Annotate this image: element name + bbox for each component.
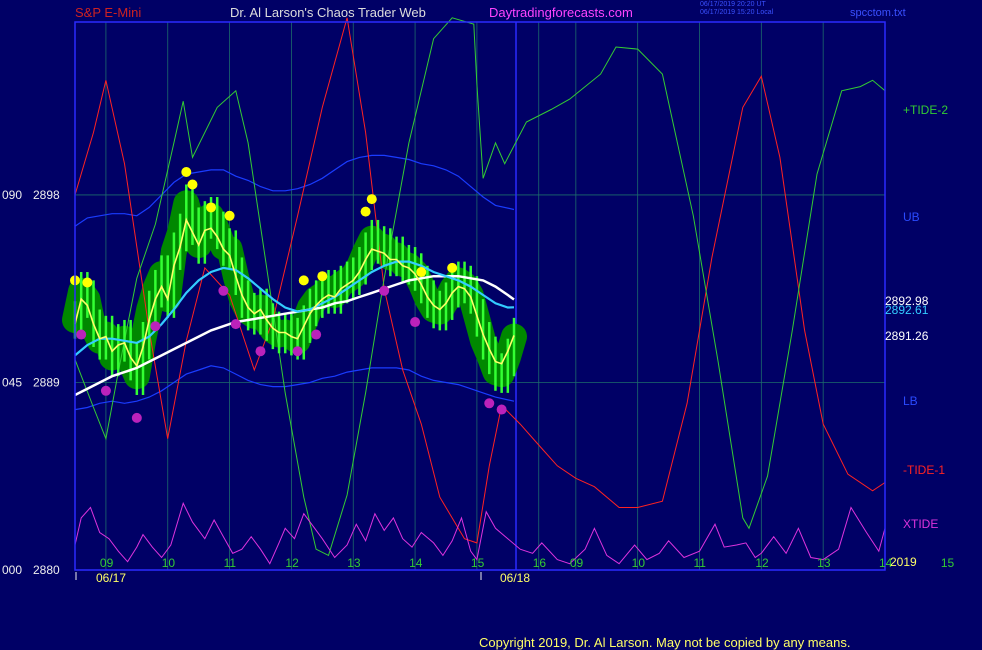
low-marker <box>100 385 111 396</box>
high-marker <box>206 202 217 213</box>
x-tick-label: 12 <box>755 556 769 570</box>
high-marker <box>366 194 377 205</box>
low-marker <box>218 285 229 296</box>
y-tick-label: 2898 <box>33 188 60 202</box>
slow-average-value: 2892.98 <box>885 294 929 308</box>
xtide-line <box>74 501 886 565</box>
upper-band-line <box>74 154 515 227</box>
high-marker <box>416 267 427 278</box>
x-tick-label: 12 <box>285 556 299 570</box>
timestamp-ut: 06/17/2019 20:20 UT <box>700 1 766 8</box>
low-marker <box>379 285 390 296</box>
low-marker <box>496 404 507 415</box>
x-tick-label: 15 <box>471 556 485 570</box>
x-tick-label: 13 <box>347 556 361 570</box>
x-tick-label: 13 <box>817 556 831 570</box>
mid-average-value: 2892.61 <box>885 303 929 317</box>
low-marker <box>410 317 421 328</box>
chart-title-symbol: S&P E-Mini <box>75 5 142 20</box>
x-tick-label: 11 <box>694 556 707 570</box>
high-marker <box>187 179 198 190</box>
high-marker <box>447 262 458 273</box>
y-tick-label: 2889 <box>33 375 60 389</box>
tide-plus-legend: +TIDE-2 <box>903 103 948 117</box>
x-tick-label: 15 <box>941 556 955 570</box>
low-marker <box>311 329 322 340</box>
y-tick-label: 2880 <box>33 563 60 577</box>
xtide-legend: XTIDE <box>903 517 938 531</box>
upper-band-legend: UB <box>903 210 920 224</box>
extreme-markers <box>70 167 507 423</box>
low-marker <box>131 412 142 423</box>
date-label-day2: 06/18 <box>500 571 530 585</box>
site-link[interactable]: Daytradingforecasts.com <box>489 5 633 20</box>
fast-average-line <box>74 217 515 368</box>
high-marker <box>181 167 192 178</box>
low-marker <box>76 329 87 340</box>
y-tick-left-label: 045 <box>2 375 22 389</box>
timestamp-local: 06/17/2019 15:20 Local <box>700 9 774 16</box>
axis-labels: 090 2898 045 2889 000 2880 09 10 11 12 13 14 15 16 09 1… <box>2 103 955 585</box>
tide-minus-line <box>74 17 886 544</box>
series-lines <box>73 17 886 565</box>
fast-average-value: 2891.26 <box>885 329 929 343</box>
x-tick-label: 10 <box>162 556 176 570</box>
x-tick-label: 14 <box>879 556 893 570</box>
y-tick-left-label: 000 <box>2 563 22 577</box>
x-tick-label: 16 <box>533 556 547 570</box>
x-tick-label: 09 <box>570 556 584 570</box>
copyright-notice: Copyright 2019, Dr. Al Larson. May not b… <box>479 635 851 650</box>
low-marker <box>230 319 241 330</box>
tide-plus-line <box>74 17 886 557</box>
tide-minus-legend: -TIDE-1 <box>903 463 945 477</box>
x-tick-label: 14 <box>409 556 423 570</box>
high-marker <box>298 275 309 286</box>
mid-average-line <box>74 260 515 357</box>
high-marker <box>317 271 328 282</box>
x-tick-label: 09 <box>100 556 114 570</box>
low-marker <box>292 346 303 357</box>
year-label: 2019 <box>890 555 917 569</box>
filename-label: spcctom.txt <box>850 7 906 19</box>
x-tick-label: 10 <box>632 556 646 570</box>
high-marker <box>360 206 371 217</box>
date-label-day1: 06/17 <box>96 571 126 585</box>
low-marker <box>150 321 161 332</box>
lower-band-legend: LB <box>903 394 918 408</box>
author-label: Dr. Al Larson's Chaos Trader Web <box>230 5 426 20</box>
y-tick-left-label: 090 <box>2 188 22 202</box>
low-marker <box>484 398 495 409</box>
high-marker <box>224 210 235 221</box>
plot-frame <box>74 21 886 571</box>
high-marker <box>82 277 93 288</box>
x-tick-label: 11 <box>224 556 237 570</box>
lower-band-line <box>74 365 515 411</box>
low-marker <box>255 346 266 357</box>
